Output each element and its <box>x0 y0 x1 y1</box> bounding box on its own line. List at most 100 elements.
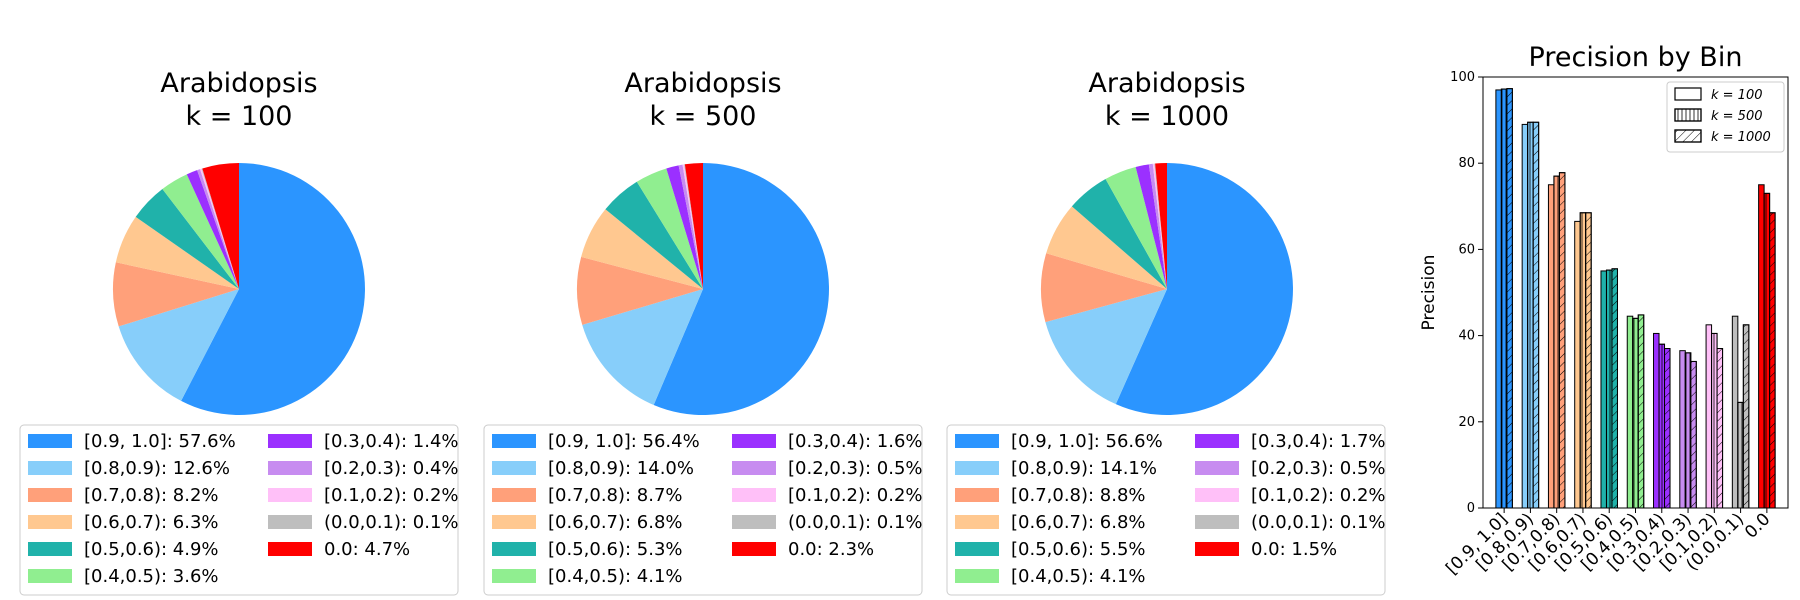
pie-title: Arabidopsis <box>624 68 781 99</box>
legend-swatch <box>268 434 312 448</box>
legend-label: [0.7,0.8): 8.8% <box>1011 485 1146 506</box>
bar <box>1637 314 1645 509</box>
bar <box>1664 348 1671 509</box>
bar <box>1521 123 1529 509</box>
y-tick-label: 20 <box>1458 415 1475 430</box>
legend-swatch <box>955 434 999 448</box>
pie-slice <box>118 289 239 401</box>
legend-label: [0.6,0.7): 6.8% <box>548 512 683 533</box>
legend-swatch <box>268 515 312 529</box>
pie-slice <box>1154 163 1167 289</box>
pie-slice <box>1152 163 1167 289</box>
bar <box>1558 172 1566 509</box>
legend-swatch <box>732 488 776 502</box>
legend-label: [0.9, 1.0]: 57.6% <box>84 431 236 452</box>
legend-swatch <box>492 434 536 448</box>
legend-frame <box>946 424 1386 596</box>
pie-slice <box>112 262 239 327</box>
pie-slice <box>605 181 703 289</box>
legend-frame <box>19 424 459 596</box>
legend-label: [0.8,0.9): 14.1% <box>1011 458 1157 479</box>
legend-swatch <box>492 542 536 556</box>
bar <box>1769 212 1776 509</box>
legend-label: [0.2,0.3): 0.4% <box>324 458 459 479</box>
pie-slice <box>678 164 703 289</box>
legend-swatch <box>732 515 776 529</box>
pie-slice <box>201 168 239 289</box>
bar <box>1763 192 1771 509</box>
pie-slice <box>1046 206 1167 289</box>
legend-swatch <box>732 461 776 475</box>
legend-label: [0.5,0.6): 5.5% <box>1011 539 1146 560</box>
legend-swatch <box>28 542 72 556</box>
legend-swatch <box>1195 461 1239 475</box>
legend-label: [0.4,0.5): 4.1% <box>1011 566 1146 587</box>
legend-label: [0.7,0.8): 8.2% <box>84 485 219 506</box>
pie-slice <box>1148 163 1167 289</box>
legend-swatch <box>492 461 536 475</box>
bar <box>1684 352 1692 509</box>
legend-label: [0.9, 1.0]: 56.4% <box>548 431 700 452</box>
bar <box>1711 332 1718 509</box>
legend-swatch <box>1674 87 1702 101</box>
bar <box>1600 270 1607 509</box>
legend-swatch <box>955 542 999 556</box>
pie-slice <box>636 168 703 289</box>
legend-label: [0.1,0.2): 0.2% <box>1251 485 1386 506</box>
y-axis-label: Precision <box>1419 255 1439 331</box>
bar <box>1547 184 1555 509</box>
bar-chart-group: Precision by BinPrecision020406080100[0.… <box>1419 42 1789 579</box>
bar <box>1653 332 1660 509</box>
legend-label: (0.0,0.1): 0.1% <box>1251 512 1386 533</box>
legend-swatch <box>268 542 312 556</box>
legend-label: [0.8,0.9): 14.0% <box>548 458 694 479</box>
legend-swatch <box>955 488 999 502</box>
legend-label: k = 500 <box>1711 109 1763 124</box>
legend-label: [0.6,0.7): 6.3% <box>84 512 219 533</box>
legend-swatch <box>268 461 312 475</box>
pie-slice <box>1155 163 1167 289</box>
bar <box>1532 121 1540 509</box>
legend-label: [0.4,0.5): 4.1% <box>548 566 683 587</box>
pie-slice <box>1045 289 1167 405</box>
legend-label: [0.7,0.8): 8.7% <box>548 485 683 506</box>
legend-swatch <box>1195 434 1239 448</box>
y-tick-label: 80 <box>1458 156 1475 171</box>
legend-swatch <box>268 488 312 502</box>
legend-swatch <box>1195 515 1239 529</box>
legend-label: [0.3,0.4): 1.6% <box>788 431 923 452</box>
x-tick-label: 0.0 <box>1741 509 1774 542</box>
bar <box>1679 350 1686 509</box>
bar <box>1611 268 1618 509</box>
bar <box>1500 88 1508 509</box>
pie-slice <box>181 163 365 415</box>
legend-frame <box>483 424 923 596</box>
y-tick-label: 60 <box>1458 242 1475 257</box>
bar <box>1495 89 1502 509</box>
legend-swatch <box>1195 488 1239 502</box>
bar <box>1553 175 1560 509</box>
pie-slice <box>684 164 703 289</box>
bar <box>1737 401 1744 509</box>
y-tick-label: 40 <box>1458 329 1475 344</box>
legend-label: [0.2,0.3): 0.5% <box>788 458 923 479</box>
legend-label: [0.1,0.2): 0.2% <box>324 485 459 506</box>
legend-label: [0.9, 1.0]: 56.6% <box>1011 431 1163 452</box>
pie-slice <box>1040 253 1167 323</box>
legend-label: 0.0: 1.5% <box>1251 539 1337 560</box>
legend-label: k = 100 <box>1711 88 1763 103</box>
bar <box>1626 315 1634 509</box>
legend-swatch <box>28 515 72 529</box>
pie-slice <box>666 165 703 289</box>
legend-swatch <box>28 434 72 448</box>
legend-swatch <box>732 542 776 556</box>
pie-slice <box>653 162 830 415</box>
bar <box>1585 212 1592 509</box>
bar-legend: k = 100 k = 500 k = 1000 <box>1666 81 1785 153</box>
pie-slice <box>186 170 239 289</box>
legend-label: [0.6,0.7): 6.8% <box>1011 512 1146 533</box>
